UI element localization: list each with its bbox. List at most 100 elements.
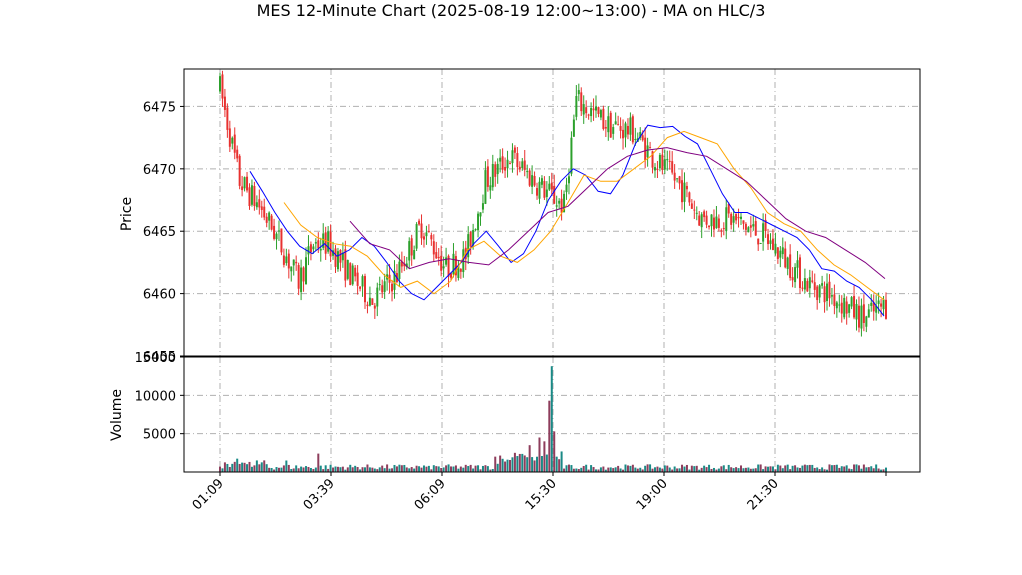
candle-body — [725, 207, 728, 232]
volume-bar — [420, 467, 423, 472]
candle-body — [354, 267, 357, 277]
candle-body — [609, 112, 612, 138]
volume-bar — [297, 468, 300, 472]
volume-bar — [491, 469, 494, 472]
volume-bar — [521, 453, 524, 472]
volume-bar — [268, 467, 271, 472]
candle-body — [442, 266, 445, 269]
candle-body — [595, 106, 598, 111]
volume-bar — [631, 464, 634, 472]
candle-body — [469, 231, 472, 247]
volume-bar — [803, 464, 806, 472]
candle-body — [798, 257, 801, 288]
candle-body — [821, 283, 824, 286]
volume-bar — [646, 464, 649, 472]
volume-bar — [518, 453, 521, 472]
candle-body — [336, 251, 339, 270]
candle-body — [346, 259, 349, 279]
candle-body — [415, 224, 418, 249]
candle-body — [560, 198, 563, 213]
candle-body — [405, 263, 408, 268]
volume-bar — [850, 469, 853, 472]
x-tick-label: 15:30 — [523, 476, 560, 513]
candle-body — [779, 250, 782, 258]
volume-bar — [538, 437, 541, 472]
candle-body — [762, 223, 765, 242]
volume-bar — [351, 467, 354, 472]
price-y-tick-label: 6475 — [143, 100, 176, 115]
volume-bar — [277, 467, 280, 472]
volume-bar — [334, 466, 337, 472]
candle-body — [447, 255, 450, 277]
volume-bar — [472, 468, 475, 472]
volume-bar — [432, 465, 435, 472]
volume-bar — [270, 468, 273, 472]
candle-body — [619, 126, 622, 131]
candle-body — [413, 250, 416, 260]
candle-body — [646, 145, 649, 158]
volume-bar — [617, 465, 620, 472]
candle-body — [624, 123, 627, 138]
volume-bar — [764, 466, 767, 472]
candle-body — [747, 227, 750, 233]
volume-bar — [619, 468, 622, 472]
candle-body — [602, 108, 605, 129]
volume-bar — [292, 468, 295, 472]
volume-bar — [344, 469, 347, 472]
volume-bar — [720, 466, 723, 472]
candle-body — [496, 163, 499, 175]
volume-bar — [398, 464, 401, 472]
candle-body — [838, 304, 841, 306]
candle-body — [872, 302, 875, 312]
candle-body — [376, 287, 379, 307]
volume-bar — [309, 467, 312, 472]
candle-body — [440, 255, 443, 271]
candle-body — [533, 175, 536, 186]
candle-body — [631, 116, 634, 143]
volume-bar — [872, 468, 875, 472]
candle-body — [526, 171, 529, 173]
volume-bar — [467, 466, 470, 472]
candle-body — [506, 159, 509, 169]
volume-bar — [558, 459, 561, 472]
volume-bar — [843, 466, 846, 472]
x-tick-label: 01:09 — [190, 476, 227, 513]
price-axis-label: Price — [119, 197, 135, 231]
volume-bar — [265, 464, 268, 472]
volume-bar — [833, 465, 836, 472]
volume-bar — [223, 462, 226, 472]
volume-bar — [749, 468, 752, 472]
volume-bar — [305, 466, 308, 472]
volume-bar — [243, 462, 246, 472]
volume-bar — [354, 465, 357, 472]
volume-bar — [752, 468, 755, 472]
candle-body — [612, 127, 615, 134]
candle-body — [474, 229, 477, 231]
price-panel-frame — [183, 68, 921, 357]
candle-body — [582, 104, 585, 115]
candle-body — [558, 200, 561, 204]
candle-body — [494, 164, 497, 177]
volume-bar — [703, 465, 706, 472]
candle-body — [678, 176, 681, 184]
volume-bar — [848, 468, 851, 472]
candle-body — [420, 223, 423, 239]
volume-bar — [287, 464, 290, 472]
volume-bar — [361, 467, 364, 472]
price-y-tick-label: 6465 — [143, 225, 176, 240]
candle-body — [673, 172, 676, 181]
candle-body — [243, 177, 246, 189]
price-y-tick-label: 6460 — [143, 288, 176, 303]
volume-bar — [688, 469, 691, 472]
volume-bar — [779, 465, 782, 472]
volume-bar — [656, 466, 659, 472]
volume-bar — [452, 466, 455, 472]
volume-bar — [840, 466, 843, 472]
volume-bar — [681, 464, 684, 472]
volume-bar — [737, 468, 740, 472]
volume-bar — [587, 469, 590, 472]
volume-bar — [791, 465, 794, 472]
volume-bar — [356, 467, 359, 472]
candle-body — [228, 128, 231, 147]
candle-body — [319, 248, 322, 251]
